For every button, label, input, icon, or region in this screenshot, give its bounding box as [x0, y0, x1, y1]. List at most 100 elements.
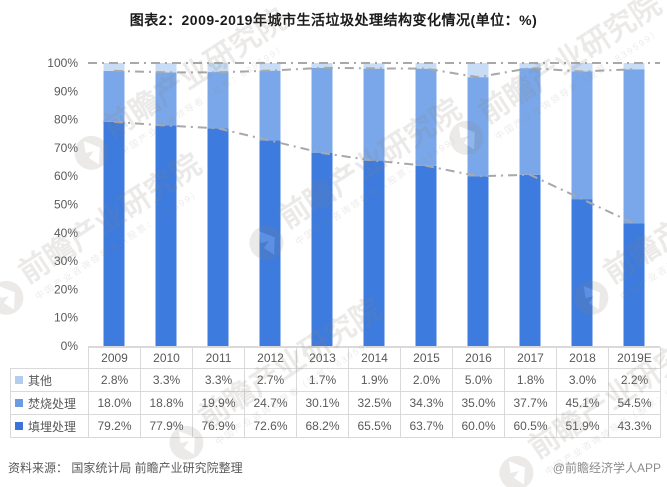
bar-segment-填埋处理-2010	[155, 125, 177, 346]
bar-segment-其他-2016	[467, 63, 489, 78]
value-cell: 1.7%	[296, 368, 349, 392]
value-cell: 37.7%	[504, 391, 557, 415]
chart-title: 图表2：2009-2019年城市生活垃圾处理结构变化情况(单位：%)	[129, 12, 538, 28]
value-cell: 63.7%	[400, 414, 453, 438]
value-cell: 77.9%	[140, 414, 193, 438]
year-header-cell: 2017	[504, 347, 557, 369]
value-cell: 35.0%	[452, 391, 505, 415]
trend-line-2	[113, 120, 635, 225]
value-cell: 79.2%	[88, 414, 141, 438]
bar-segment-焚烧处理-2017	[519, 68, 541, 175]
value-cell: 2.2%	[608, 368, 661, 392]
bar-segment-焚烧处理-2016	[467, 77, 489, 177]
bar-segment-填埋处理-2014	[363, 160, 385, 346]
year-header-cell: 2009	[88, 347, 141, 369]
value-cell: 19.9%	[192, 391, 245, 415]
bar-segment-焚烧处理-2019E	[623, 69, 645, 224]
legend-label-cell: 填埋处理	[10, 414, 89, 438]
bar-segment-填埋处理-2017	[519, 174, 541, 346]
value-cell: 2.8%	[88, 368, 141, 392]
bar-segment-其他-2009	[103, 63, 125, 71]
year-header-cell: 2011	[192, 347, 245, 369]
credit-note: @前瞻经济学人APP	[552, 461, 661, 475]
table-row: 焚烧处理 18.0% 18.8% 19.9% 24.7% 30.1% 32.5% 34.3% 3…	[10, 391, 661, 415]
value-cell: 1.9%	[348, 368, 401, 392]
value-cell: 2.0%	[400, 368, 453, 392]
bar-segment-其他-2010	[155, 63, 177, 73]
y-axis-tick-label: 10%	[54, 311, 78, 325]
value-cell: 30.1%	[296, 391, 349, 415]
table-header-row: 2009 2010 2011 2012 2013 2014 2015 2016 2017 2018…	[11, 347, 661, 369]
y-axis-tick-label: 0%	[61, 339, 79, 350]
value-cell: 2.7%	[244, 368, 297, 392]
legend-swatch-icon	[15, 376, 23, 385]
bar-segment-其他-2012	[259, 63, 281, 71]
value-cell: 1.8%	[504, 368, 557, 392]
value-cell: 72.6%	[244, 414, 297, 438]
bar-segment-焚烧处理-2011	[207, 72, 229, 129]
year-header-cell: 2019E	[608, 347, 661, 369]
value-cell: 18.8%	[140, 391, 193, 415]
y-axis-tick-label: 40%	[54, 226, 78, 240]
bar-segment-焚烧处理-2010	[155, 72, 177, 126]
bar-segment-其他-2015	[415, 63, 437, 69]
year-header-cell: 2012	[244, 347, 297, 369]
value-cell: 24.7%	[244, 391, 297, 415]
bar-segment-填埋处理-2019E	[623, 223, 645, 346]
value-cell: 18.0%	[88, 391, 141, 415]
bar-segment-其他-2017	[519, 63, 541, 69]
value-cell: 43.3%	[608, 414, 661, 438]
bar-segment-填埋处理-2018	[571, 199, 593, 346]
legend-label-cell: 其他	[10, 368, 89, 392]
bar-segment-其他-2014	[363, 63, 385, 69]
bar-segment-焚烧处理-2009	[103, 70, 125, 122]
bar-segment-其他-2019E	[623, 63, 645, 70]
bar-segment-填埋处理-2011	[207, 128, 229, 346]
legend-swatch-icon	[15, 399, 23, 408]
y-axis-tick-label: 100%	[47, 56, 78, 70]
value-cell: 51.9%	[556, 414, 609, 438]
value-cell: 45.1%	[556, 391, 609, 415]
table-row: 其他 2.8% 3.3% 3.3% 2.7% 1.7% 1.9% 2.0% 5.0% 1.8% 3.…	[10, 368, 661, 392]
year-header-cell: 2010	[140, 347, 193, 369]
trend-line-1	[113, 66, 635, 79]
value-cell: 3.0%	[556, 368, 609, 392]
bar-segment-填埋处理-2009	[103, 121, 125, 346]
bar-segment-填埋处理-2015	[415, 165, 437, 346]
value-cell: 5.0%	[452, 368, 505, 392]
y-axis-tick-label: 20%	[54, 282, 78, 296]
bar-segment-焚烧处理-2018	[571, 71, 593, 200]
table-corner-cell	[11, 348, 89, 369]
value-cell: 3.3%	[140, 368, 193, 392]
value-cell: 60.5%	[504, 414, 557, 438]
value-cell: 32.5%	[348, 391, 401, 415]
bar-segment-填埋处理-2012	[259, 140, 281, 346]
bar-segment-填埋处理-2013	[311, 152, 333, 346]
bar-segment-其他-2011	[207, 62, 229, 73]
y-axis-tick-label: 50%	[54, 198, 78, 212]
value-cell: 76.9%	[192, 414, 245, 438]
table-row: 填埋处理 79.2% 77.9% 76.9% 72.6% 68.2% 65.5% 63.7% 6…	[10, 414, 661, 438]
legend-swatch-icon	[15, 422, 23, 431]
y-axis-tick-label: 30%	[54, 254, 78, 268]
bar-segment-填埋处理-2016	[467, 176, 489, 346]
y-axis-tick-label: 90%	[54, 84, 78, 98]
year-header-cell: 2014	[348, 347, 401, 369]
y-axis-tick-label: 60%	[54, 169, 78, 183]
value-cell: 68.2%	[296, 414, 349, 438]
value-cell: 65.5%	[348, 414, 401, 438]
value-cell: 60.0%	[452, 414, 505, 438]
value-cell: 3.3%	[192, 368, 245, 392]
y-axis-tick-label: 70%	[54, 141, 78, 155]
bar-segment-焚烧处理-2013	[311, 67, 333, 153]
bar-segment-其他-2013	[311, 63, 333, 68]
legend-label-cell: 焚烧处理	[10, 391, 89, 415]
value-cell: 54.5%	[608, 391, 661, 415]
bar-segment-焚烧处理-2014	[363, 68, 385, 161]
year-header-cell: 2016	[452, 347, 505, 369]
bar-segment-其他-2018	[571, 63, 593, 72]
value-cell: 34.3%	[400, 391, 453, 415]
year-header-cell: 2018	[556, 347, 609, 369]
bar-segment-焚烧处理-2015	[415, 68, 437, 166]
